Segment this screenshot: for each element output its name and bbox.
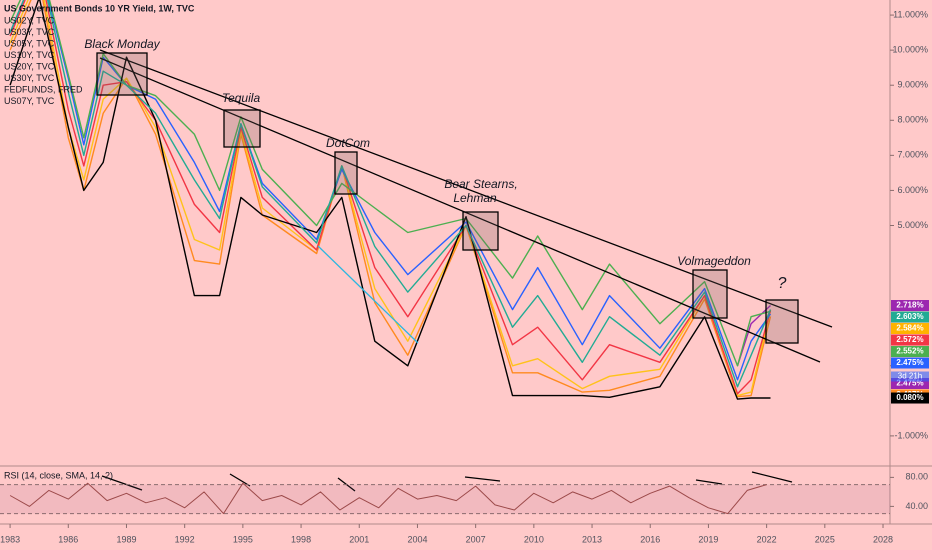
annotation: DotCom	[326, 136, 370, 150]
trend-line	[99, 49, 833, 328]
price-label-box	[891, 334, 929, 346]
x-tick-label: 1992	[175, 534, 195, 544]
y-tick-label: 80.00	[905, 472, 928, 482]
price-label: 2.475%	[896, 379, 923, 388]
y-tick-label: 7.000%	[897, 150, 928, 160]
divergence-arrow	[464, 476, 501, 482]
y-tick-label: 5.000%	[897, 220, 928, 230]
highlight-box	[765, 299, 799, 344]
rsi-band-fill	[0, 484, 890, 514]
price-label-box	[891, 300, 929, 312]
highlight-box	[692, 269, 728, 319]
trend-line	[99, 57, 821, 363]
x-tick-label: 2028	[873, 534, 893, 544]
legend-entry: US07Y, TVC	[4, 96, 55, 106]
price-label-box	[891, 323, 929, 335]
highlight-box	[462, 211, 499, 251]
trend-line	[317, 245, 419, 344]
x-tick-label: 2007	[466, 534, 486, 544]
divergence-arrow	[229, 473, 251, 487]
x-tick-label: 2004	[407, 534, 427, 544]
drawings	[96, 49, 833, 492]
price-label-box	[891, 378, 929, 390]
y-tick-label: 40.00	[905, 501, 928, 511]
legend-entry: US10Y, TVC	[4, 50, 55, 60]
x-tick-label: 2025	[815, 534, 835, 544]
x-tick-label: 1986	[58, 534, 78, 544]
annotation: Volmageddon	[677, 254, 751, 268]
x-tick-label: 2013	[582, 534, 602, 544]
highlight-box	[223, 109, 261, 148]
price-label: 0.080%	[896, 393, 923, 402]
x-tick-label: 2022	[757, 534, 777, 544]
price-label: 2.475%	[896, 358, 923, 367]
price-label: 2.603%	[896, 312, 923, 321]
x-tick-label: 2010	[524, 534, 544, 544]
chart-title: US Government Bonds 10 YR Yield, 1W, TVC	[4, 3, 195, 13]
price-label: 2.718%	[896, 301, 923, 310]
y-tick-label: 9.000%	[897, 80, 928, 90]
annotation: Black Monday	[84, 37, 160, 51]
highlight-box	[96, 52, 148, 96]
rsi-line	[9, 482, 767, 515]
x-tick-label: 1998	[291, 534, 311, 544]
rsi-title: RSI (14, close, SMA, 14, 2)	[4, 470, 113, 480]
legend-entry: US20Y, TVC	[4, 61, 55, 71]
price-label: 2.552%	[896, 347, 923, 356]
x-tick-label: 2019	[698, 534, 718, 544]
x-tick-label: 2001	[349, 534, 369, 544]
divergence-arrow	[751, 471, 793, 483]
series-line	[9, 0, 771, 400]
x-tick-label: 1989	[116, 534, 136, 544]
legend-entry: US30Y, TVC	[4, 73, 55, 83]
series-line	[9, 0, 771, 367]
annotation: Tequila	[222, 91, 261, 105]
y-tick-label: 10.000%	[892, 45, 928, 55]
price-label-box	[891, 346, 929, 358]
divergence-arrow	[101, 475, 143, 491]
legend-entry: US03Y, TVC	[4, 27, 55, 37]
legend-entry: FEDFUNDS, FRED	[4, 84, 83, 94]
series-line	[9, 0, 772, 381]
price-label: 2.584%	[896, 324, 923, 333]
annotation: ?	[778, 275, 787, 292]
x-tick-label: 1995	[233, 534, 253, 544]
price-label-box	[891, 357, 929, 369]
x-tick-label: 1983	[0, 534, 20, 544]
y-tick-label: 8.000%	[897, 115, 928, 125]
annotation: Bear Stearns,	[444, 177, 517, 191]
legend-entry: US02Y, TVC	[4, 15, 55, 25]
y-tick-label: 6.000%	[897, 185, 928, 195]
highlight-box	[334, 151, 358, 195]
divergence-arrow	[695, 479, 723, 485]
x-tick-label: 2016	[640, 534, 660, 544]
y-tick-label: 11.000%	[893, 9, 928, 19]
series-line	[9, 0, 772, 388]
legend-entry: US05Y, TVC	[4, 38, 55, 48]
price-label-box	[891, 311, 929, 323]
countdown-bg	[891, 371, 929, 382]
price-label: 2.572%	[896, 335, 923, 344]
annotation: Lehman	[453, 191, 497, 205]
countdown: 3d 21h	[898, 372, 922, 381]
y-tick-label: -1.000%	[894, 430, 928, 440]
series-layer	[9, 0, 772, 400]
price-label-box	[891, 392, 929, 404]
